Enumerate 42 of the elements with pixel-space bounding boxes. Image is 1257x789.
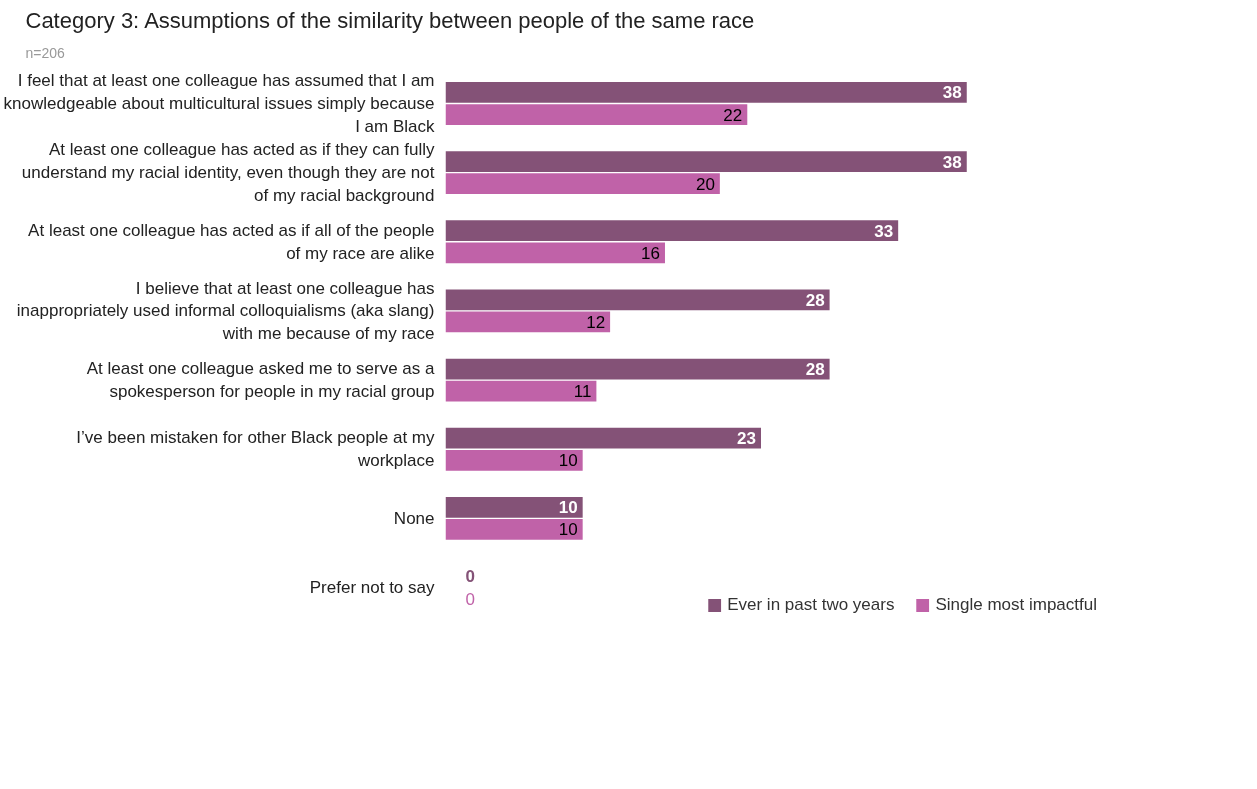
bar (445, 151, 967, 172)
text: n=206 (25, 44, 66, 61)
bar (445, 82, 967, 103)
bar (445, 220, 899, 242)
y-tick-label: At least one colleague has acted as if they can fully understand my racial identity, even though they are not of my racial background (21, 140, 435, 205)
y-tick-label: Prefer not to say (309, 577, 435, 597)
bar (445, 427, 761, 449)
bar (445, 358, 830, 380)
y-tick-label: At least one colleague asked me to serve as a spokesperson for people in my racial group (86, 359, 436, 401)
data-label: 28 (805, 290, 825, 310)
bar (445, 449, 583, 471)
data-label: 33 (874, 221, 894, 241)
data-label: 10 (558, 451, 578, 471)
bar (445, 380, 597, 402)
bar (445, 289, 830, 311)
bar (445, 311, 611, 333)
y-tick-label: I’ve been mistaken for other Black people at my workplace (76, 428, 435, 471)
data-label: 11 (573, 382, 592, 402)
chart-title: Category 3: Assumptions of the similarity between people of the same race (25, 7, 755, 33)
legend-label: Ever in past two years (727, 595, 895, 615)
data-label: 38 (942, 83, 962, 103)
bar (445, 242, 665, 264)
bar (445, 519, 583, 540)
data-label: 12 (586, 312, 606, 332)
data-label: 20 (695, 174, 715, 194)
data-label: 22 (723, 105, 743, 125)
bar (445, 104, 748, 125)
data-label: 10 (558, 498, 578, 518)
legend-label: Single most impactful (935, 595, 1097, 615)
y-tick-label: I feel that at least one colleague has assumed that I am knowledgeable about multicultural issues simply because I am Black (3, 71, 435, 136)
data-label: 38 (942, 152, 962, 172)
data-label: 28 (805, 360, 825, 380)
data-label: 10 (558, 520, 578, 540)
y-tick-label: I believe that at least one colleague has inappropriately used informal colloquialisms (aka slang) with me because of my race (16, 278, 435, 344)
data-label: 16 (641, 243, 660, 263)
y-tick-label: None (393, 508, 435, 528)
bar (445, 173, 720, 195)
data-label: 0 (465, 567, 475, 587)
bar (445, 496, 583, 518)
data-label: 0 (465, 589, 475, 609)
data-label: 23 (737, 429, 757, 449)
y-tick-label: At least one colleague has acted as if all of the people of my race are alike (28, 220, 435, 263)
